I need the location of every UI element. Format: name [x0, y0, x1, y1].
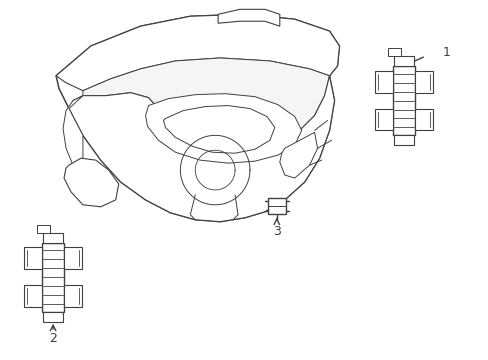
Polygon shape	[42, 243, 64, 312]
Polygon shape	[393, 135, 413, 145]
Polygon shape	[414, 109, 432, 130]
Polygon shape	[279, 132, 317, 178]
Polygon shape	[374, 71, 392, 93]
Polygon shape	[83, 58, 329, 145]
Text: 3: 3	[272, 225, 280, 238]
Polygon shape	[43, 312, 63, 322]
Polygon shape	[63, 96, 83, 180]
Polygon shape	[218, 9, 279, 26]
Polygon shape	[64, 158, 119, 207]
Polygon shape	[267, 198, 285, 214]
Polygon shape	[145, 94, 301, 163]
Polygon shape	[64, 247, 82, 269]
Text: 2: 2	[49, 332, 57, 345]
Polygon shape	[37, 225, 50, 233]
Polygon shape	[24, 285, 42, 307]
Polygon shape	[24, 247, 42, 269]
Polygon shape	[43, 233, 63, 243]
Polygon shape	[56, 14, 339, 222]
Text: 1: 1	[442, 46, 450, 59]
Polygon shape	[69, 76, 334, 222]
Polygon shape	[64, 285, 82, 307]
Polygon shape	[414, 71, 432, 93]
Polygon shape	[387, 48, 400, 56]
Polygon shape	[374, 109, 392, 130]
Polygon shape	[56, 14, 339, 91]
Polygon shape	[392, 66, 414, 135]
Polygon shape	[393, 56, 413, 66]
Polygon shape	[163, 105, 274, 153]
